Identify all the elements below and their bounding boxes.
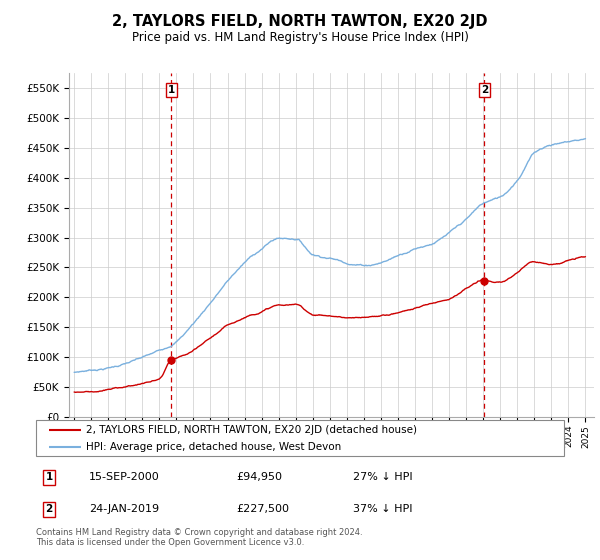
Text: 2: 2	[481, 85, 488, 95]
Text: £94,950: £94,950	[236, 472, 283, 482]
Text: HPI: Average price, detached house, West Devon: HPI: Average price, detached house, West…	[86, 442, 341, 452]
FancyBboxPatch shape	[36, 420, 564, 456]
Text: 37% ↓ HPI: 37% ↓ HPI	[353, 505, 412, 515]
Text: 2: 2	[46, 505, 53, 515]
Text: 15-SEP-2000: 15-SEP-2000	[89, 472, 160, 482]
Text: £227,500: £227,500	[236, 505, 290, 515]
Text: 1: 1	[168, 85, 175, 95]
Text: 27% ↓ HPI: 27% ↓ HPI	[353, 472, 412, 482]
Text: Contains HM Land Registry data © Crown copyright and database right 2024.
This d: Contains HM Land Registry data © Crown c…	[36, 528, 362, 547]
Text: Price paid vs. HM Land Registry's House Price Index (HPI): Price paid vs. HM Land Registry's House …	[131, 31, 469, 44]
Text: 2, TAYLORS FIELD, NORTH TAWTON, EX20 2JD (detached house): 2, TAYLORS FIELD, NORTH TAWTON, EX20 2JD…	[86, 425, 417, 435]
Text: 1: 1	[46, 472, 53, 482]
Text: 2, TAYLORS FIELD, NORTH TAWTON, EX20 2JD: 2, TAYLORS FIELD, NORTH TAWTON, EX20 2JD	[112, 14, 488, 29]
Text: 24-JAN-2019: 24-JAN-2019	[89, 505, 159, 515]
